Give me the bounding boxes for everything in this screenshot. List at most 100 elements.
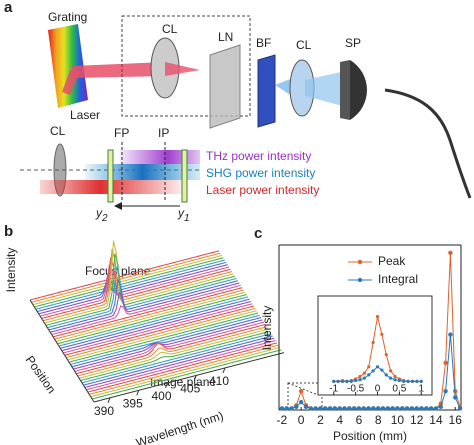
label: BF bbox=[256, 36, 271, 50]
x-tick-label: -1 bbox=[329, 384, 338, 395]
laser-beam bbox=[62, 70, 80, 95]
detector bbox=[340, 60, 350, 120]
tick bbox=[222, 367, 226, 374]
shg-band bbox=[85, 164, 200, 180]
label: FP bbox=[114, 126, 129, 140]
point bbox=[332, 379, 336, 383]
spectrum bbox=[35, 259, 225, 310]
spectrum bbox=[92, 349, 282, 400]
spectrum bbox=[48, 277, 238, 331]
x-tick-label: 405 bbox=[180, 382, 200, 396]
legend-text: SHG power intensity bbox=[206, 166, 315, 180]
spectrum bbox=[57, 294, 247, 345]
panel-c: c Intensity Position (mm) -2 0 2 4 6 8 10 12 14 1… bbox=[254, 225, 463, 443]
zoom-line bbox=[287, 382, 319, 396]
shg-beam bbox=[305, 70, 350, 108]
spectrum bbox=[70, 314, 260, 365]
label: Laser bbox=[70, 108, 100, 122]
crystal bbox=[209, 44, 241, 129]
spectrum bbox=[38, 264, 228, 315]
axis-title: Position bbox=[23, 353, 59, 396]
point bbox=[406, 379, 410, 383]
spectrum bbox=[45, 253, 236, 326]
point bbox=[366, 406, 371, 411]
point bbox=[457, 406, 463, 411]
point bbox=[380, 406, 386, 411]
x-tick-label: 4 bbox=[336, 413, 343, 427]
point bbox=[389, 376, 393, 380]
point bbox=[358, 374, 362, 379]
point bbox=[443, 388, 448, 394]
label: CL bbox=[162, 22, 178, 36]
spectrum bbox=[34, 257, 224, 308]
label: IP bbox=[158, 126, 169, 140]
tick bbox=[193, 375, 197, 381]
point bbox=[443, 360, 448, 366]
legend-text: THz power intensity bbox=[206, 149, 311, 163]
point bbox=[448, 332, 453, 337]
spectrum bbox=[67, 310, 257, 361]
point bbox=[308, 406, 313, 411]
point bbox=[351, 406, 357, 411]
point bbox=[414, 406, 419, 411]
point bbox=[279, 406, 285, 411]
spectrum bbox=[89, 344, 279, 395]
inset-frame bbox=[317, 295, 433, 396]
point bbox=[395, 406, 400, 411]
point bbox=[409, 406, 415, 411]
label: Grating bbox=[48, 10, 87, 24]
spectrum bbox=[61, 300, 252, 352]
spectrum bbox=[86, 340, 276, 391]
point bbox=[367, 365, 371, 369]
spectrum bbox=[90, 346, 281, 398]
spectrum bbox=[80, 330, 270, 382]
point bbox=[375, 365, 380, 369]
spectrum bbox=[83, 335, 273, 386]
spectrum bbox=[50, 282, 240, 333]
point bbox=[358, 378, 362, 382]
point bbox=[298, 388, 304, 394]
spectrum bbox=[66, 307, 256, 359]
point bbox=[332, 406, 338, 411]
axis bbox=[93, 352, 285, 403]
label: y1 bbox=[177, 206, 190, 223]
point bbox=[384, 353, 388, 357]
spectrum bbox=[63, 303, 253, 354]
spectrum bbox=[69, 312, 259, 363]
point bbox=[400, 406, 405, 411]
point bbox=[289, 406, 294, 411]
spectrum bbox=[58, 296, 249, 347]
spectrum bbox=[51, 284, 241, 336]
laser-band bbox=[40, 180, 190, 194]
point bbox=[393, 374, 397, 379]
label: LN bbox=[218, 30, 233, 44]
label: CL bbox=[50, 124, 66, 138]
point bbox=[380, 332, 384, 336]
spectrum bbox=[37, 261, 227, 313]
point bbox=[428, 406, 434, 411]
grating bbox=[48, 24, 88, 108]
spectrum bbox=[79, 328, 269, 379]
spectrum bbox=[76, 323, 266, 375]
tick bbox=[165, 382, 168, 389]
point bbox=[393, 378, 397, 382]
point bbox=[336, 379, 340, 383]
spectrum bbox=[54, 289, 244, 340]
panel-letter: b bbox=[4, 223, 13, 240]
spectrum bbox=[71, 317, 262, 368]
point bbox=[323, 406, 328, 411]
axis-title: Wavelength (nm) bbox=[134, 409, 225, 445]
point bbox=[354, 378, 358, 383]
point bbox=[402, 379, 406, 383]
dashed-box bbox=[121, 15, 251, 117]
x-tick-label: 400 bbox=[151, 389, 171, 403]
spectrum bbox=[74, 321, 265, 372]
point bbox=[362, 371, 366, 375]
x-tick-label: 0 bbox=[375, 384, 381, 395]
spectrum bbox=[47, 266, 237, 329]
x-tick-label: 10 bbox=[391, 413, 405, 427]
spectrum bbox=[44, 240, 234, 324]
point bbox=[313, 406, 318, 411]
point bbox=[371, 340, 375, 345]
point bbox=[337, 406, 342, 411]
